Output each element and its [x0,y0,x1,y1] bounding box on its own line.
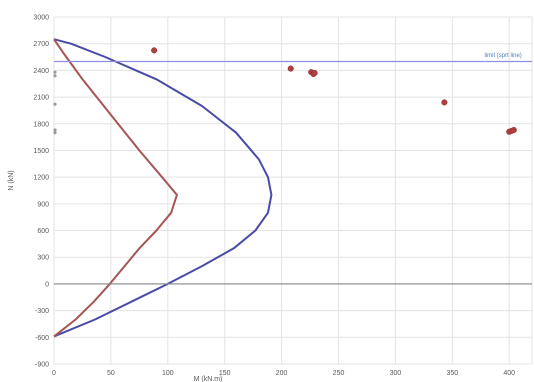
y-tick-label: 900 [37,201,49,208]
y-tick-label: 2400 [33,68,49,75]
data-point [510,126,517,134]
axes: 30002700240021001800150012009006003000-3… [8,15,515,382]
x-tick-label: 0 [52,370,56,377]
labels: limit (sprt line) [484,53,521,59]
x-tick-label: 400 [503,370,515,377]
axis-marker [53,74,57,78]
x-tick-label: 200 [276,370,288,377]
series-curve-1 [53,38,178,338]
x-axis-title: M (kN.m) [194,376,223,382]
data-point [441,99,448,106]
series-curve-0 [53,38,273,338]
y-tick-label: -300 [35,308,49,315]
y-tick-label: 0 [45,281,49,288]
axis-marker [53,70,57,74]
data-point [151,47,158,54]
y-tick-label: 1200 [33,175,49,182]
y-tick-label: 1500 [33,148,49,155]
axis-marker [53,131,57,135]
y-tick-label: 300 [37,255,49,262]
y-tick-label: -600 [35,335,49,342]
y-tick-label: 600 [37,228,49,235]
reference-line-label: limit (sprt line) [484,53,521,59]
y-axis-title: N (kN) [8,170,15,190]
y-tick-label: 2100 [33,95,49,102]
x-tick-label: 250 [333,370,345,377]
y-tick-label: 2700 [33,41,49,48]
x-tick-label: 300 [390,370,402,377]
x-tick-label: 100 [162,370,174,377]
axis-marker [53,102,57,106]
data-point [287,65,294,72]
x-tick-label: 150 [219,370,231,377]
series-layer [53,38,532,338]
y-tick-label: 1800 [33,121,49,128]
x-tick-label: 350 [446,370,458,377]
axis-marker [53,128,57,132]
y-tick-label: 3000 [33,15,49,22]
data-point [311,70,318,77]
y-tick-label: -900 [35,362,49,369]
x-tick-label: 50 [107,370,115,377]
